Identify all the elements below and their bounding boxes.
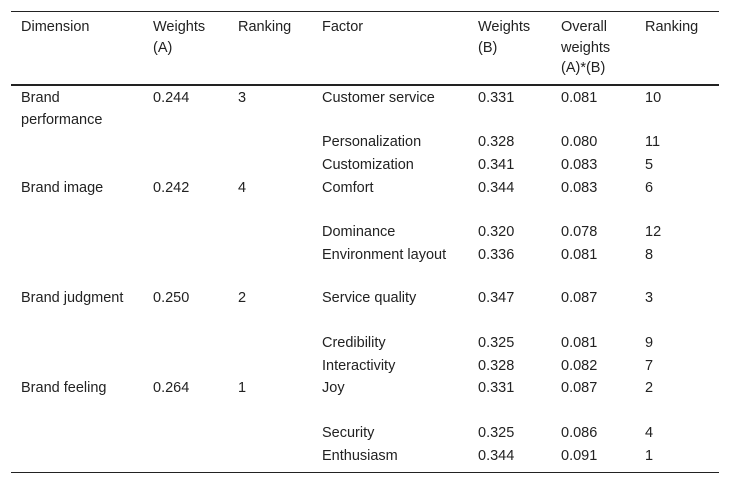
- factor-weight: 0.325: [478, 425, 515, 441]
- factor-name: Dominance: [322, 224, 396, 240]
- factor-overall-weight: 0.087: [561, 290, 598, 306]
- factor-overall-weight: 0.078: [561, 224, 598, 240]
- factor-weight: 0.344: [478, 448, 515, 464]
- factor-ranking: 4: [645, 425, 654, 441]
- factor-name: Environment layout: [322, 247, 447, 263]
- factor-overall-weight: 0.083: [561, 180, 598, 196]
- dimension-weight: 0.250: [153, 290, 190, 306]
- dimension-name: Brand image: [21, 180, 104, 196]
- factor-overall-weight: 0.081: [561, 335, 598, 351]
- factor-overall-weight: 0.081: [561, 247, 598, 263]
- header-overall-weights: Overall weights (A)*(B): [561, 19, 611, 76]
- factor-weight: 0.331: [478, 90, 515, 106]
- dimension-weight: 0.244: [153, 90, 190, 106]
- factor-weight: 0.320: [478, 224, 515, 240]
- factor-weight: 0.341: [478, 157, 515, 173]
- factor-ranking: 2: [645, 380, 654, 396]
- factor-ranking: 12: [645, 224, 662, 240]
- factor-overall-weight: 0.082: [561, 358, 598, 374]
- factor-ranking: 5: [645, 157, 654, 173]
- factor-name: Joy: [322, 380, 345, 396]
- factor-name: Security: [322, 425, 375, 441]
- factor-weight: 0.347: [478, 290, 515, 306]
- factor-weight: 0.328: [478, 358, 515, 374]
- factor-ranking: 3: [645, 290, 654, 306]
- dimension-ranking: 4: [238, 180, 247, 196]
- dimension-ranking: 3: [238, 90, 247, 106]
- factor-name: Customer service: [322, 90, 435, 106]
- factor-name: Service quality: [322, 290, 417, 306]
- factor-weight: 0.325: [478, 335, 515, 351]
- header-factor: Factor: [322, 19, 364, 35]
- factor-weight: 0.331: [478, 380, 515, 396]
- dimension-name: Brand judgment: [21, 290, 124, 306]
- table-bottom-rule: [11, 472, 719, 473]
- factor-overall-weight: 0.083: [561, 157, 598, 173]
- dimension-ranking: 1: [238, 380, 247, 396]
- factor-ranking: 7: [645, 358, 654, 374]
- factor-ranking: 10: [645, 90, 662, 106]
- factor-name: Enthusiasm: [322, 448, 398, 464]
- factor-name: Personalization: [322, 134, 422, 150]
- factor-weight: 0.344: [478, 180, 515, 196]
- factor-ranking: 8: [645, 247, 654, 263]
- factor-name: Comfort: [322, 180, 374, 196]
- factor-ranking: 1: [645, 448, 654, 464]
- dimension-weight: 0.242: [153, 180, 190, 196]
- factor-overall-weight: 0.080: [561, 134, 598, 150]
- dimension-name: Brand performance: [21, 90, 103, 128]
- factor-name: Customization: [322, 157, 414, 173]
- factor-ranking: 6: [645, 180, 654, 196]
- factor-overall-weight: 0.091: [561, 448, 598, 464]
- table-top-rule: [11, 11, 719, 12]
- factor-name: Credibility: [322, 335, 386, 351]
- factor-name: Interactivity: [322, 358, 396, 374]
- dimension-weight: 0.264: [153, 380, 190, 396]
- factor-weight: 0.328: [478, 134, 515, 150]
- factor-ranking: 9: [645, 335, 654, 351]
- header-ranking-dimension: Ranking: [238, 19, 292, 35]
- factor-ranking: 11: [645, 134, 661, 150]
- header-dimension: Dimension: [21, 19, 90, 35]
- header-weights-b: Weights (B): [478, 19, 531, 56]
- dimension-name: Brand feeling: [21, 380, 107, 396]
- factor-weight: 0.336: [478, 247, 515, 263]
- factor-overall-weight: 0.086: [561, 425, 598, 441]
- header-rule: [11, 84, 719, 86]
- factor-overall-weight: 0.087: [561, 380, 598, 396]
- header-weights-a: Weights (A): [153, 19, 206, 56]
- header-ranking-factor: Ranking: [645, 19, 699, 35]
- dimension-ranking: 2: [238, 290, 247, 306]
- factor-overall-weight: 0.081: [561, 90, 598, 106]
